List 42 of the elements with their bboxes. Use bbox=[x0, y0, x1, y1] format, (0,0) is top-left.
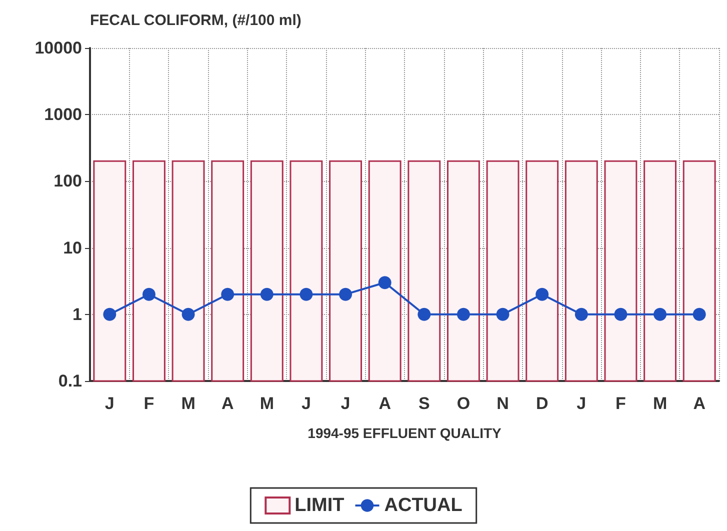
x-tick-label: D bbox=[536, 394, 548, 413]
x-tick-label: M bbox=[260, 394, 274, 413]
y-tick-label: 100 bbox=[54, 172, 82, 191]
y-tick-label: 10 bbox=[63, 238, 82, 258]
x-tick-label: M bbox=[652, 394, 668, 413]
x-tick-label: F bbox=[144, 394, 154, 413]
y-tick-label: 10000 bbox=[34, 38, 82, 58]
legend-label: ACTUAL bbox=[384, 495, 463, 516]
x-tick-label: J bbox=[576, 394, 586, 413]
x-tick-label: S bbox=[418, 394, 430, 413]
x-tick-label: A bbox=[693, 394, 706, 413]
x-axis-title: 1994-95 EFFLUENT QUALITY bbox=[308, 425, 502, 441]
x-tick-label: N bbox=[496, 394, 509, 413]
point bbox=[182, 308, 195, 321]
x-tick-label: O bbox=[456, 394, 470, 413]
point bbox=[103, 308, 116, 321]
x-tick-label: A bbox=[221, 394, 234, 413]
point bbox=[456, 308, 470, 321]
point bbox=[260, 288, 274, 301]
chart-title: FECAL COLIFORM, (#/100 ml) bbox=[90, 12, 302, 29]
y-tick-label: 0.1 bbox=[58, 372, 82, 390]
x-tick-label: F bbox=[616, 394, 626, 413]
x-tick-label: A bbox=[378, 394, 391, 413]
y-tick-label: 1 bbox=[72, 304, 82, 324]
point bbox=[221, 288, 234, 301]
point bbox=[378, 276, 392, 290]
point bbox=[654, 308, 667, 321]
x-tick-label: J bbox=[340, 394, 350, 413]
point bbox=[574, 308, 588, 321]
point bbox=[614, 308, 628, 321]
point bbox=[692, 308, 706, 321]
point bbox=[142, 288, 156, 301]
x-tick-label: J bbox=[104, 394, 114, 413]
y-tick-label: 1000 bbox=[44, 105, 82, 124]
x-tick-label: J bbox=[301, 394, 311, 413]
legend-label: LIMIT bbox=[294, 495, 345, 516]
point bbox=[339, 288, 352, 301]
point bbox=[418, 308, 431, 321]
point bbox=[536, 288, 549, 301]
point bbox=[496, 308, 510, 321]
point bbox=[300, 288, 313, 301]
x-tick-label: M bbox=[181, 394, 196, 413]
